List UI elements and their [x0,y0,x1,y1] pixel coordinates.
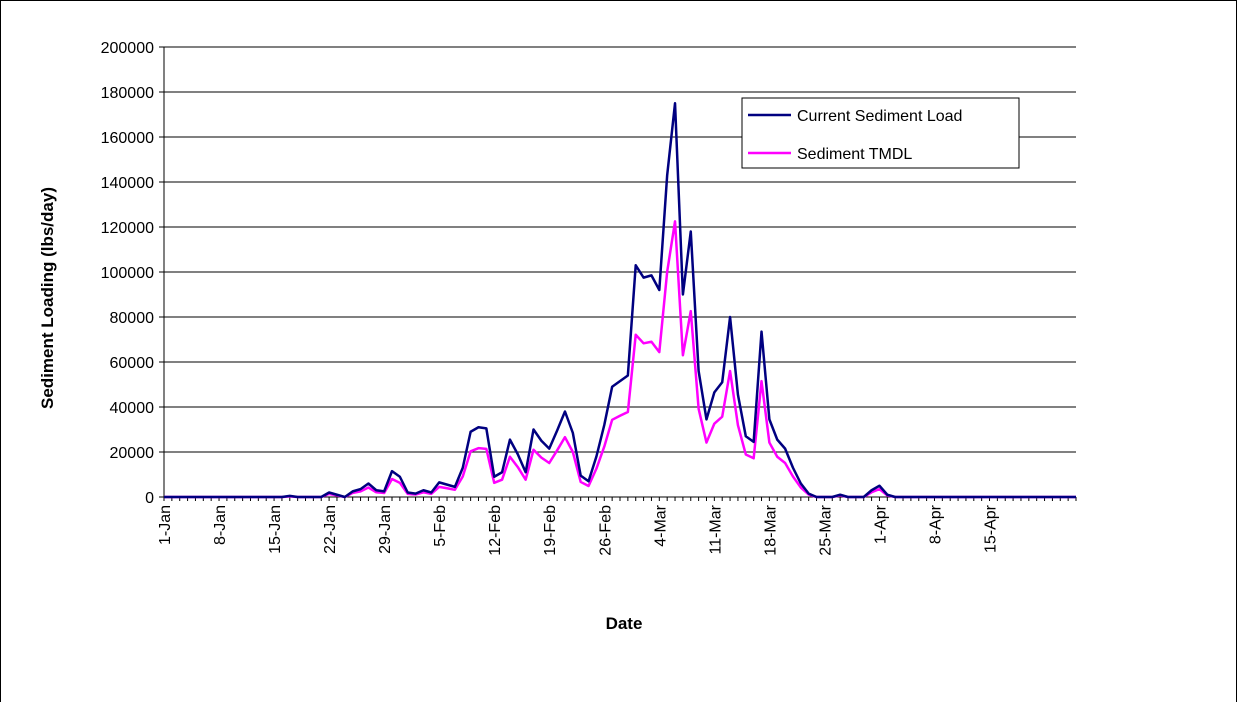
y-tick-label: 40000 [110,400,155,417]
y-tick-label: 20000 [110,445,155,462]
y-tick-labels: 0 20000 40000 60000 80000 100000 120000 140000 1… [101,40,154,507]
x-tick-label: 11-Mar [707,504,724,554]
x-tick-label: 4-Mar [652,504,669,546]
x-tick-label: 25-Mar [817,504,834,555]
gridlines [159,46,1076,498]
y-tick-label: 120000 [101,220,154,237]
x-axis-title: Date [606,614,643,633]
legend-label-sediment-tmdl: Sediment TMDL [797,146,912,163]
series-line-current-sediment-load [164,102,1076,499]
x-tick-label: 22-Jan [322,505,339,554]
y-tick-label: 180000 [101,85,154,102]
x-tick-labels: 1-Jan 8-Jan 15-Jan 22-Jan 29-Jan 5-Feb 12-Feb 1… [157,504,1000,555]
x-tick-label: 5-Feb [432,505,449,547]
x-tick-label: 1-Jan [157,505,174,545]
x-tick-label: 29-Jan [377,505,394,554]
y-tick-label: 80000 [110,310,155,327]
x-tick-label: 8-Apr [927,504,944,544]
series-line-sediment-tmdl [164,220,1076,499]
y-tick-label: 140000 [101,175,154,192]
legend-label-current-sediment-load: Current Sediment Load [797,108,962,125]
x-tick-label: 15-Apr [983,504,1000,553]
x-tick-label: 15-Jan [267,505,284,554]
x-tick-label: 18-Mar [762,504,779,555]
legend: Current Sediment Load Sediment TMDL [741,97,1020,169]
y-tick-label: 60000 [110,355,155,372]
y-tick-label: 200000 [101,40,154,57]
x-tick-label: 26-Feb [597,505,614,556]
y-tick-label: 160000 [101,130,154,147]
x-tick-label: 12-Feb [487,505,504,556]
y-tick-label: 100000 [101,265,154,282]
x-tick-label: 8-Jan [212,505,229,545]
y-axis-title: Sediment Loading (lbs/day) [38,187,57,409]
series-lines [164,102,1076,499]
x-tick-label: 19-Feb [542,505,559,556]
legend-box [741,97,1020,169]
y-tick-label: 0 [145,490,154,507]
x-tick-label: 1-Apr [872,504,889,544]
